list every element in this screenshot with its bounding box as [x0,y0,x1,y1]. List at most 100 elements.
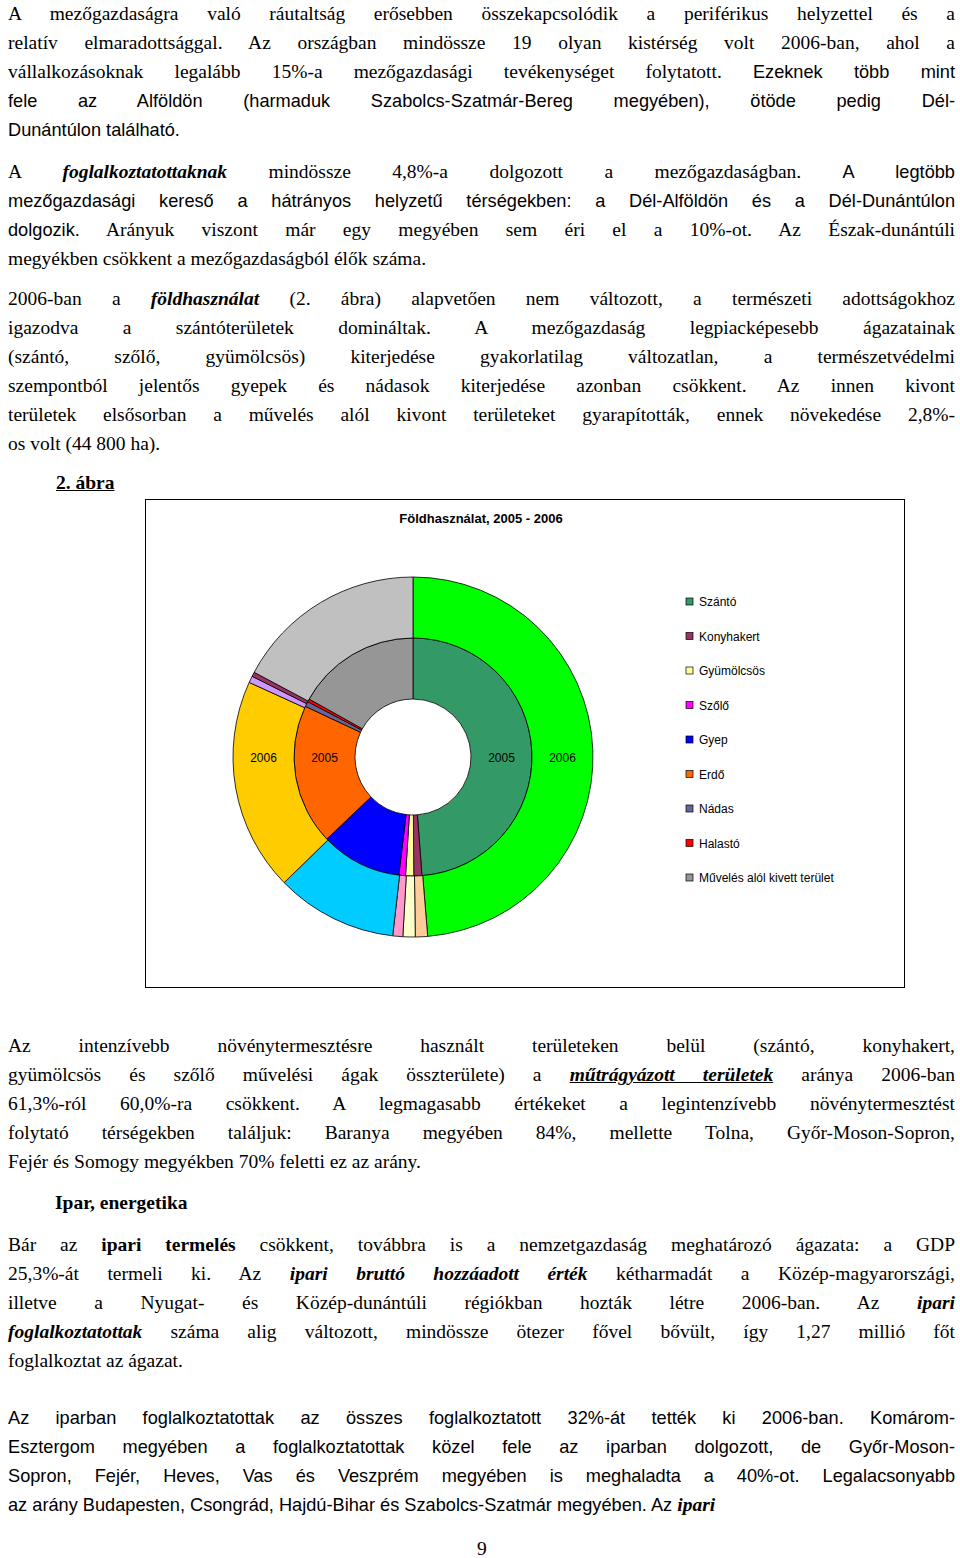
chart-title: Földhasználat, 2005 - 2006 [399,511,562,526]
text-line: Az iparban foglalkoztatottak az összes f… [8,1403,955,1432]
text-run: 2006-ban a [8,288,151,309]
text-run: gyümölcsös és szőlő művelési ágak összte… [8,1064,570,1085]
text-run: (2. ábra) alapvetően nem változott, a te… [259,288,955,309]
text-line: 2006-ban a földhasználat (2. ábra) alapv… [8,284,955,313]
text-run: foglalkoztat az ágazat. [8,1350,183,1371]
legend-swatch [686,702,693,709]
text-line: területek elsősorban a művelés alól kivo… [8,400,955,429]
legend-swatch [686,633,693,640]
text-line: illetve a Nyugat- és Közép-dunántúli rég… [8,1288,955,1317]
text-run: műtrágyázott területek [570,1064,774,1085]
legend-swatch [686,667,693,674]
text-line: Bár az ipari termelés csökkent, továbbra… [8,1230,955,1259]
legend-swatch [686,805,693,812]
legend-label: Gyümölcsös [699,664,765,678]
text-run: Az intenzívebb növénytermesztésre haszná… [8,1035,955,1056]
text-run: relatív elmaradottsággal. Az országban m… [8,32,955,53]
text-line: 61,3%-ról 60,0%-ra csökkent. A legmagasa… [8,1089,955,1118]
text-line: A foglalkoztatottaknak mindössze 4,8%-a … [8,157,955,186]
text-run: A legtöbb [843,162,955,182]
text-run: területek elsősorban a művelés alól kivo… [8,404,955,425]
page-number: 9 [477,1534,487,1558]
text-run: vállalkozásoknak legalább 15%-a mezőgazd… [8,61,753,82]
text-run: Bár az [8,1234,101,1255]
text-run: 61,3%-ról 60,0%-ra csökkent. A legmagasa… [8,1093,955,1114]
chart-frame: Földhasználat, 2005 - 2006 2005 2005 2006 20… [145,499,905,988]
text-line: az arány Budapesten, Csongrád, Hajdú-Bih… [8,1490,955,1519]
text-run: Dunántúlon található. [8,120,180,140]
text-run: os volt (44 800 ha). [8,433,160,454]
text-line: Sopron, Fejér, Heves, Vas és Veszprém me… [8,1461,955,1490]
text-line: folytató térségekben találjuk: Baranya m… [8,1118,955,1147]
ring-label: 2006 [549,751,576,765]
donut-slice [233,682,328,882]
legend-label: Szántó [699,595,737,609]
text-line: Fejér és Somogy megyékben 70% feletti ez… [8,1147,955,1176]
legend-label: Nádas [699,802,734,816]
legend-label: Művelés alól kivett terület [699,871,834,885]
legend-label: Konyhakert [699,630,760,644]
page: {"document": { "blocks": [ {"kind": "par… [0,0,960,1558]
text-run: foglalkoztatottak [8,1321,142,1342]
text-run: Arányuk viszont már egy megyében sem éri… [80,219,955,240]
text-run: 25,3%-át termeli ki. Az [8,1263,290,1284]
text-line: megyékben csökkent a mezőgazdaságból élő… [8,244,955,273]
legend-label: Erdő [699,768,725,782]
heading: Ipar, energetika [55,1188,188,1217]
text-run: Fejér és Somogy megyékben 70% feletti ez… [8,1151,421,1172]
chart: Földhasználat, 2005 - 2006 2005 2005 2006 20… [146,500,904,987]
text-line: Az intenzívebb növénytermesztésre haszná… [8,1031,955,1060]
text-line: (szántó, szőlő, gyümölcsös) kiterjedése … [8,342,955,371]
ring-label: 2005 [311,751,338,765]
text-run: folytató térségekben találjuk: Baranya m… [8,1122,955,1143]
text-line: A mezőgazdaságra való ráutaltság erősebb… [8,0,955,28]
text-run: ipari [677,1494,715,1515]
text-run: ipari bruttó hozzáadott érték [290,1263,588,1284]
legend-label: Gyep [699,733,728,747]
text-line: szempontból jelentős gyepek és nádasok k… [8,371,955,400]
donut-slice [413,815,422,876]
text-run: Az iparban foglalkoztatottak az összes f… [8,1408,955,1428]
text-line: vállalkozásoknak legalább 15%-a mezőgazd… [8,57,955,86]
text-run: megyékben csökkent a mezőgazdaságból élő… [8,248,426,269]
text-line: mezőgazdasági kereső a hátrányos helyzet… [8,186,955,215]
donut-slice [254,577,413,701]
ring-label: 2006 [250,751,277,765]
text-line: 25,3%-át termeli ki. Az ipari bruttó hoz… [8,1259,955,1288]
text-line: fele az Alföldön (harmaduk Szabolcs-Szat… [8,86,955,115]
text-line: relatív elmaradottsággal. Az országban m… [8,28,955,57]
text-line: os volt (44 800 ha). [8,429,955,458]
text-run: ipari termelés [101,1234,235,1255]
text-line: dolgozik. Arányuk viszont már egy megyéb… [8,215,955,244]
text-run: dolgozik. [8,220,80,240]
figure-label: 2. ábra [56,468,115,497]
text-run: szempontból jelentős gyepek és nádasok k… [8,375,955,396]
legend-swatch [686,874,693,881]
text-run: mindössze 4,8%-a dolgozott a mezőgazdasá… [227,161,843,182]
text-run: fele az Alföldön (harmaduk Szabolcs-Szat… [8,91,955,111]
legend-label: Halastó [699,837,740,851]
text-run: az arány Budapesten, Csongrád, Hajdú-Bih… [8,1495,677,1515]
text-run: kétharmadát a Közép-magyarországi, [588,1263,955,1284]
legend-swatch [686,840,693,847]
text-run: A [8,161,62,182]
text-line: foglalkoztatottak száma alig változott, … [8,1317,955,1346]
text-run: földhasználat [151,288,259,309]
text-run: A mezőgazdaságra való ráutaltság erősebb… [8,3,955,24]
legend-swatch [686,598,693,605]
text-run: foglalkoztatottaknak [62,161,227,182]
text-line: Esztergom megyében a foglalkoztatottak k… [8,1432,955,1461]
text-run: Sopron, Fejér, Heves, Vas és Veszprém me… [8,1466,955,1486]
text-line: gyümölcsös és szőlő művelési ágak összte… [8,1060,955,1089]
donut-slice [413,577,593,936]
ring-label: 2005 [488,751,515,765]
text-run: száma alig változott, mindössze ötezer f… [142,1321,955,1342]
text-run: csökkent, továbbra is a nemzetgazdaság m… [236,1234,955,1255]
text-run: Esztergom megyében a foglalkoztatottak k… [8,1437,955,1457]
text-line: Dunántúlon található. [8,115,955,144]
text-run: Ezeknek több mint [753,62,955,82]
donut-slice [414,876,427,937]
text-run: ipari [917,1292,955,1313]
text-run: illetve a Nyugat- és Közép-dunántúli rég… [8,1292,917,1313]
text-run: (szántó, szőlő, gyümölcsös) kiterjedése … [8,346,955,367]
